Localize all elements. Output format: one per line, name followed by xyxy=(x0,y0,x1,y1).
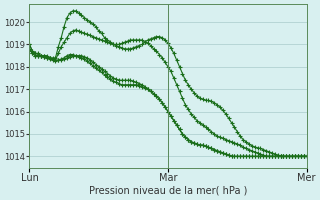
X-axis label: Pression niveau de la mer( hPa ): Pression niveau de la mer( hPa ) xyxy=(89,186,247,196)
